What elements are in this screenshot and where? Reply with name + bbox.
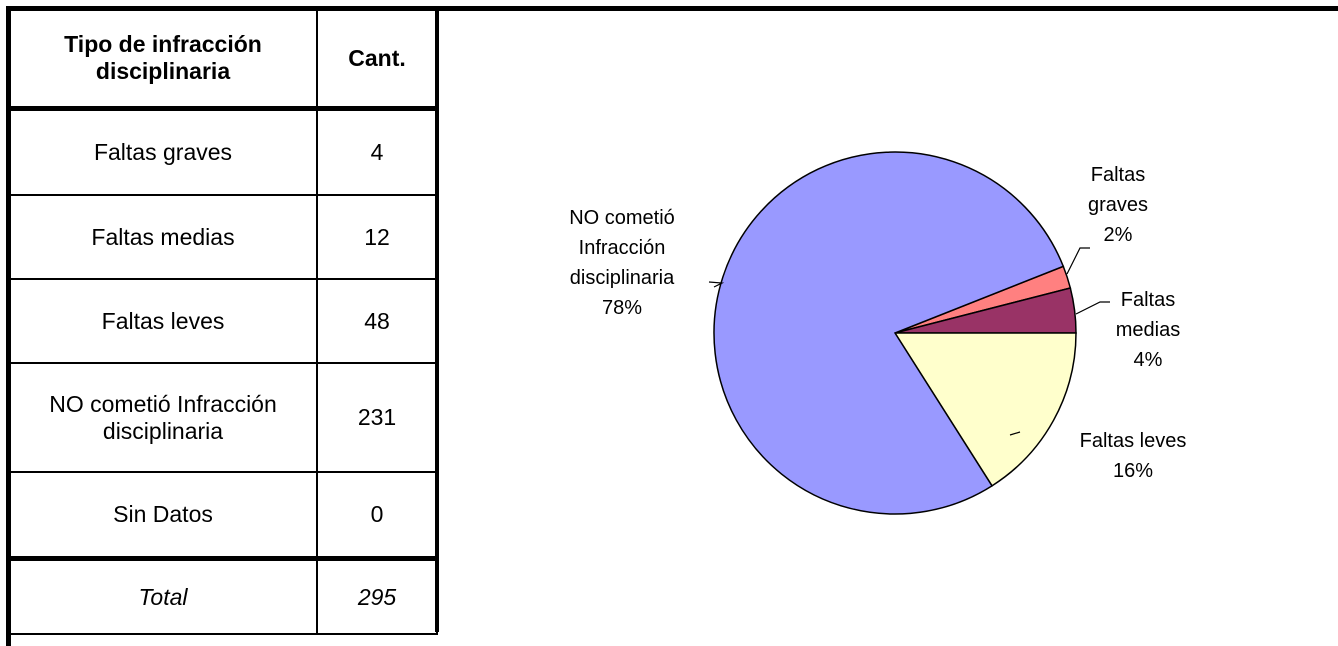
total-label: Total xyxy=(8,556,318,635)
total-value: 295 xyxy=(316,556,438,635)
count-cell: 0 xyxy=(316,471,438,560)
count-cell: 12 xyxy=(316,194,438,280)
slice-label: Faltas leves 16% xyxy=(1053,426,1213,486)
slice-name: Faltas leves xyxy=(1079,430,1187,452)
pie-slice xyxy=(713,151,1065,515)
leader-line xyxy=(708,281,725,288)
header-row: Tipo de infracción disciplinaria Cant. xyxy=(8,8,438,111)
header-cell: Cant. xyxy=(316,8,438,111)
header-cell: Tipo de infracción disciplinaria xyxy=(8,8,318,111)
slice-label: NO cometió Infracción disciplinaria 78% xyxy=(542,203,702,323)
slice-label: Faltas medias 4% xyxy=(1098,285,1198,375)
slice-name: NO cometió Infracción disciplinaria xyxy=(569,207,675,289)
slice-percent: 16% xyxy=(1112,460,1154,482)
type-cell: Faltas medias xyxy=(8,194,318,280)
total-row: Total 295 xyxy=(8,556,438,635)
pie-chart xyxy=(435,8,1110,632)
slice-name: Faltas medias xyxy=(1115,289,1181,341)
row: Faltas medias 12 xyxy=(8,194,438,280)
leader-line xyxy=(1075,301,1110,315)
row: Faltas graves 4 xyxy=(8,107,438,196)
count-cell: 48 xyxy=(316,278,438,364)
row: Sin Datos 0 xyxy=(8,471,438,560)
type-cell: Sin Datos xyxy=(8,471,318,560)
count-cell: 4 xyxy=(316,107,438,196)
leader-line xyxy=(1066,247,1090,275)
slice-percent: 78% xyxy=(601,297,643,319)
type-cell: Faltas leves xyxy=(8,278,318,364)
slice-label: Faltas graves 2% xyxy=(1068,160,1168,250)
slice-percent: 2% xyxy=(1103,224,1133,246)
type-cell: NO cometió Infracción disciplinaria xyxy=(8,362,318,473)
type-cell: Faltas graves xyxy=(8,107,318,196)
pie-slice xyxy=(893,332,1077,487)
table: Tipo de infracción disciplinaria Cant. F… xyxy=(8,8,438,635)
row: NO cometió Infracción disciplinaria 231 xyxy=(8,362,438,473)
page: Tipo de infracción disciplinaria Cant. F… xyxy=(6,6,1338,646)
row: Faltas leves 48 xyxy=(8,278,438,364)
count-cell: 231 xyxy=(316,362,438,473)
slice-name: Faltas graves xyxy=(1087,164,1149,216)
slice-percent: 4% xyxy=(1133,349,1163,371)
leader-line xyxy=(1009,431,1021,436)
rows: Faltas graves 4 Faltas medias 12 Faltas leve… xyxy=(8,107,438,560)
